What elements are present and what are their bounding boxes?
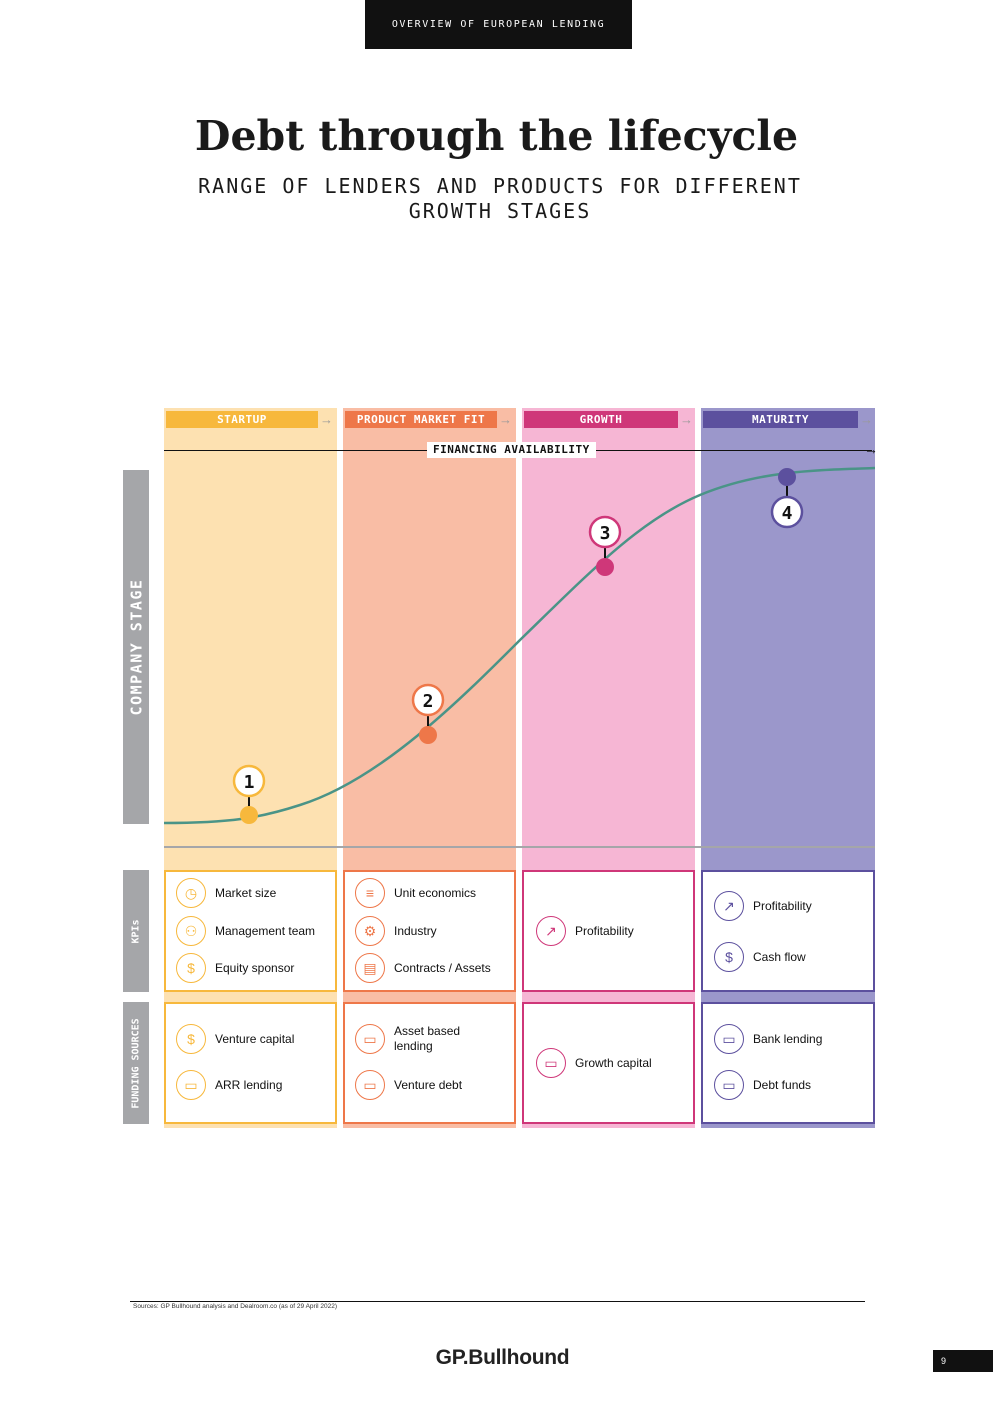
banknote-icon: ▭ [355,1070,385,1100]
banknote-icon: ▭ [176,1070,206,1100]
stage-label-pmf: PRODUCT MARKET FIT [345,411,497,428]
funding-box-pmf: ▭ Asset based lending ▭ Venture debt [343,1002,516,1124]
gp-bullhound-logo: GP.Bullhound [435,1346,570,1369]
stage-arrow-icon: → [320,412,333,427]
funding-label: Asset based lending [394,1024,461,1053]
funding-item: ▭ Asset based lending [355,1024,474,1054]
stage-marker-2-text: 2 [423,691,434,712]
stage-arrow-icon: → [680,412,693,427]
funding-label: Venture capital [215,1032,295,1046]
clock-icon: ◷ [176,878,206,908]
kpi-label: Profitability [575,924,634,938]
team-icon: ⚇ [176,916,206,946]
funding-item: ▭ Bank lending [714,1024,822,1054]
funding-label: Venture debt [394,1078,463,1092]
stage-marker-1-text: 1 [244,772,255,793]
kpi-item: $ Equity sponsor [176,953,294,983]
funding-label: ARR lending [215,1078,283,1092]
kpi-item: ≡ Unit economics [355,878,476,908]
funding-label: Debt funds [753,1078,812,1092]
kpi-item: ⚇ Management team [176,916,315,946]
kpi-item: $ Cash flow [714,942,806,972]
kpi-label: Management team [215,924,316,938]
lifecycle-curve [163,466,876,825]
funding-item: ▭ ARR lending [176,1070,282,1100]
stage-marker-3 [588,515,622,549]
gears-icon: ⚙ [355,916,385,946]
page-title: Debt through the lifecycle [194,112,799,160]
funding-label: Bank lending [753,1032,823,1046]
kpi-label: Equity sponsor [215,961,295,975]
coins-icon: ≡ [355,878,385,908]
kpi-label: Industry [394,924,437,938]
funding-sources-sidebar: FUNDING SOURCES [123,1002,149,1124]
funding-box-startup: $ Venture capital ▭ ARR lending [164,1002,337,1124]
financing-availability-label: FINANCING AVAILABILITY [427,442,596,458]
growth-chart-icon: ↗ [714,891,744,921]
kpi-item: ⚙ Industry [355,916,437,946]
source-note: Sources: GP Bullhound analysis and Dealr… [133,1303,338,1310]
kpi-label: Profitability [753,899,812,913]
document-icon: ▤ [355,953,385,983]
kpi-box-pmf: ≡ Unit economics ⚙ Industry ▤ Contracts … [343,870,516,992]
kpi-box-maturity: ↗ Profitability $ Cash flow [701,870,875,992]
stage-marker-4-text: 4 [782,503,793,524]
stage-arrow-icon: → [860,412,873,427]
section-header: OVERVIEW OF EUROPEAN LENDING [365,0,632,49]
stage-dot-2 [419,726,437,744]
kpi-label: Cash flow [753,950,806,964]
arrow-right-icon: → [864,441,878,457]
funding-item: ▭ Growth capital [536,1048,652,1078]
company-stage-sidebar: COMPANY STAGE [123,470,149,824]
kpi-label: Market size [215,886,277,900]
stage-marker-3-text: 3 [600,523,611,544]
stage-dot-3 [596,558,614,576]
kpi-label: Unit economics [394,886,477,900]
banknote-icon: ▭ [536,1048,566,1078]
stage-label-startup: STARTUP [166,411,318,428]
funding-item: ▭ Debt funds [714,1070,811,1100]
stage-baseline [164,846,875,848]
page-number: 9 [933,1350,993,1372]
cash-cycle-icon: $ [714,942,744,972]
banknote-icon: ▭ [714,1024,744,1054]
funding-item: $ Venture capital [176,1024,294,1054]
kpi-item: ▤ Contracts / Assets [355,953,491,983]
stage-marker-4 [770,495,804,529]
stage-label-maturity: MATURITY [703,411,858,428]
banknote-icon: ▭ [714,1070,744,1100]
kpis-sidebar: KPIs [123,870,149,992]
source-divider [130,1301,865,1302]
stage-label-growth: GROWTH [524,411,678,428]
funding-box-maturity: ▭ Bank lending ▭ Debt funds [701,1002,875,1124]
kpi-item: ◷ Market size [176,878,276,908]
kpi-label: Contracts / Assets [394,961,491,975]
page-subtitle: RANGE OF LENDERS AND PRODUCTS FOR DIFFER… [198,174,802,223]
funding-item: ▭ Venture debt [355,1070,462,1100]
banknote-icon: ▭ [355,1024,385,1054]
stage-arrow-icon: → [499,412,512,427]
kpi-item: ↗ Profitability [536,916,634,946]
money-bag-icon: $ [176,953,206,983]
funding-box-growth: ▭ Growth capital [522,1002,695,1124]
kpi-item: ↗ Profitability [714,891,812,921]
kpi-box-growth: ↗ Profitability [522,870,695,992]
dollar-coin-icon: $ [176,1024,206,1054]
stage-dot-4 [778,468,796,486]
kpi-box-startup: ◷ Market size ⚇ Management team $ Equity… [164,870,337,992]
stage-dot-1 [240,806,258,824]
stage-marker-2 [411,683,445,717]
funding-label: Growth capital [575,1056,652,1070]
stage-marker-1 [232,764,266,798]
growth-chart-icon: ↗ [536,916,566,946]
